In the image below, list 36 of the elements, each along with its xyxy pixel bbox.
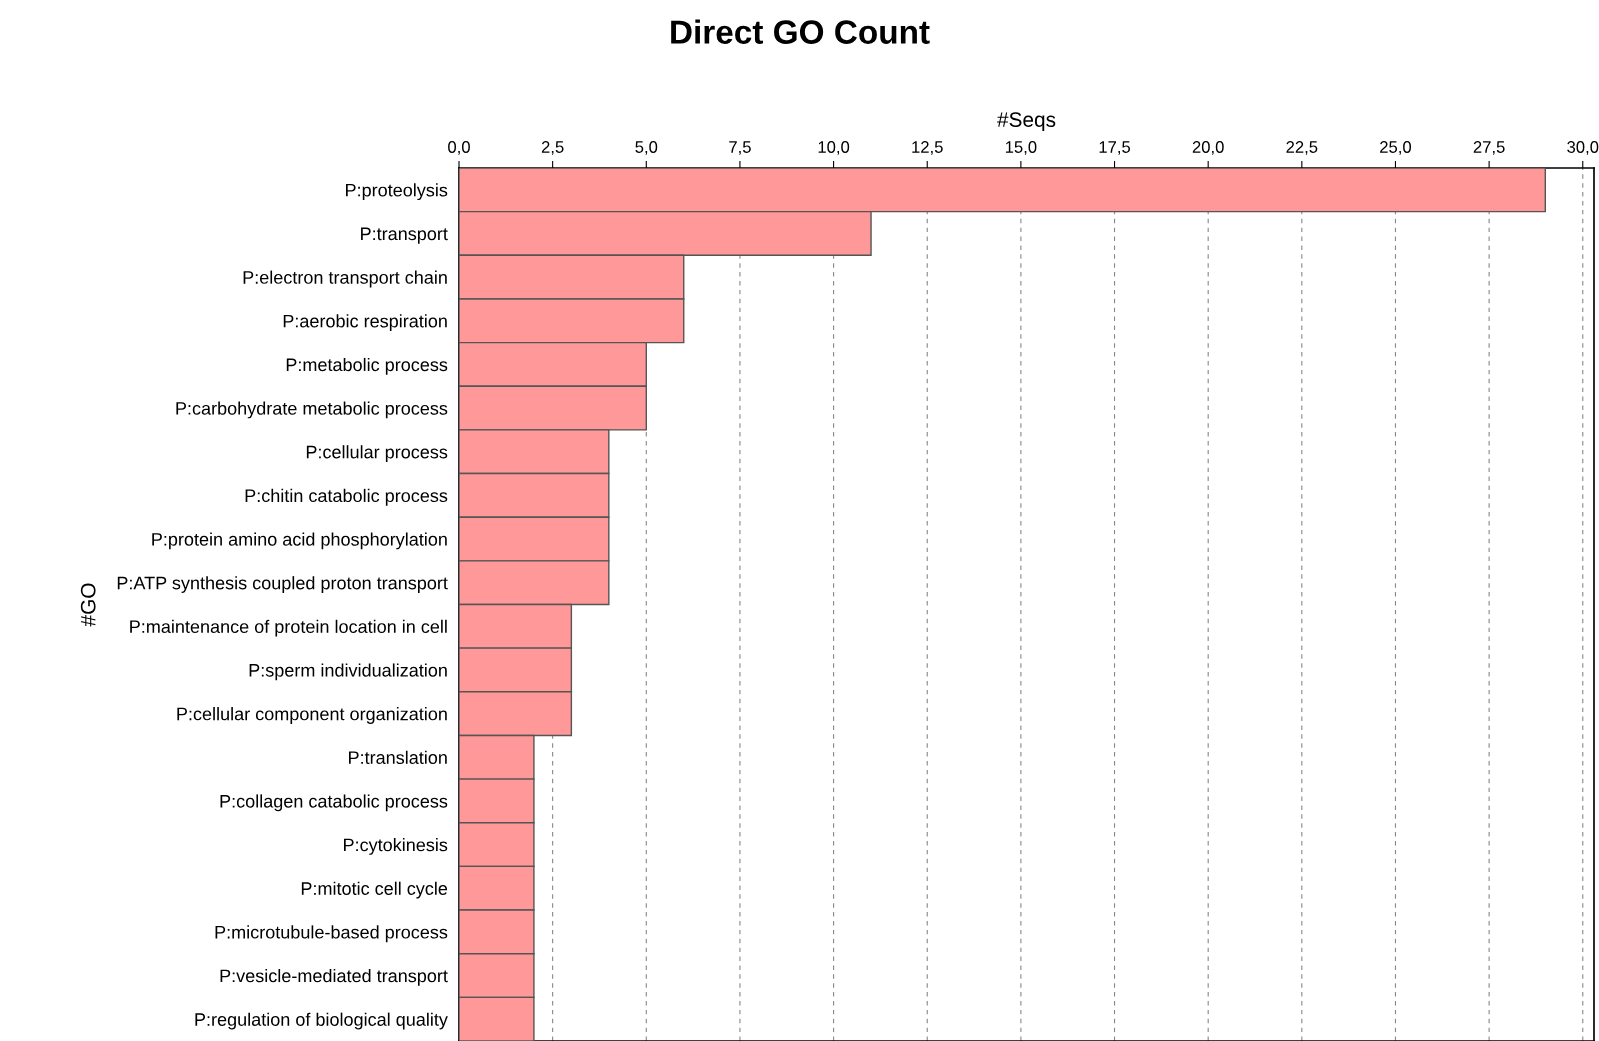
y-tick-label: P:vesicle-mediated transport — [220, 968, 448, 986]
y-tick-label: P:cellular component organization — [177, 707, 447, 724]
y-tick-label: P:sperm individualization — [249, 663, 447, 681]
chart-title: Direct GO Count — [671, 19, 930, 44]
y-tick-label: P:aerobic respiration — [283, 314, 447, 332]
y-tick-label: P:proteolysis — [346, 183, 448, 201]
x-tick-label: 27,5 — [1473, 141, 1505, 155]
y-tick-label: P:cytokinesis — [344, 838, 448, 855]
x-tick-label: 12,5 — [912, 141, 943, 155]
y-tick-label: P:metabolic process — [286, 357, 448, 375]
x-tick-label: 0,0 — [448, 141, 470, 155]
y-tick-label: P:translation — [349, 750, 447, 764]
x-tick-label: 7,5 — [729, 141, 751, 155]
x-tick-label: 5,0 — [635, 141, 658, 155]
y-tick-label: P:microtubule-based process — [215, 925, 448, 943]
y-tick-label: P:transport — [361, 227, 448, 244]
y-tick-label: P:collagen catabolic process — [220, 794, 448, 812]
y-tick-label: P:protein amino acid phosphorylation — [152, 532, 447, 550]
x-tick-label: 20,0 — [1192, 141, 1224, 155]
y-axis-title: #GO — [80, 583, 96, 627]
x-tick-label: 10,0 — [818, 141, 850, 155]
x-tick-label: 30,0 — [1567, 141, 1599, 155]
x-tick-label: 15,0 — [1005, 141, 1037, 155]
y-tick-label: P:maintenance of protein location in cell — [130, 619, 447, 637]
y-tick-label: P:regulation of biological quality — [195, 1012, 448, 1030]
y-tick-label: P:mitotic cell cycle — [301, 881, 448, 899]
x-tick-label: 22,5 — [1286, 141, 1318, 155]
y-tick-label: P:cellular process — [306, 445, 448, 463]
x-tick-label: 2,5 — [541, 141, 564, 155]
x-tick-label: 25,0 — [1380, 141, 1412, 155]
x-axis-title: #Seqs — [997, 112, 1056, 132]
y-tick-label: P:electron transport chain — [243, 270, 447, 288]
y-tick-label: P:carbohydrate metabolic process — [176, 401, 448, 419]
x-tick-label: 17,5 — [1099, 141, 1131, 155]
y-tick-label: P:chitin catabolic process — [245, 488, 448, 506]
y-tick-label: P:ATP synthesis coupled proton transport — [117, 576, 448, 593]
